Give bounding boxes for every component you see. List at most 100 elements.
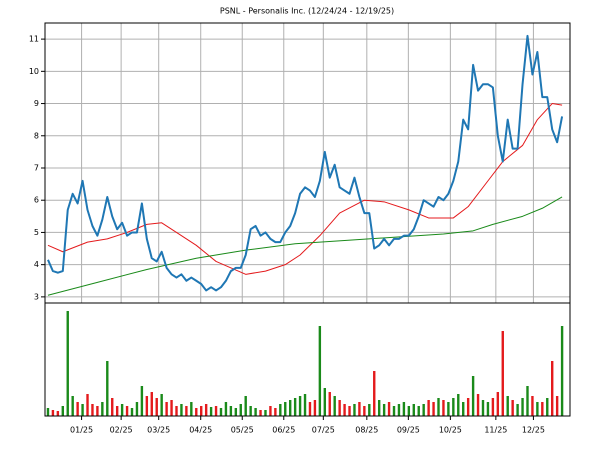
volume-bar — [61, 406, 64, 416]
y-tick-label: 10 — [29, 67, 39, 76]
volume-bar — [382, 404, 386, 416]
volume-bar — [466, 398, 470, 416]
volume-bar — [234, 408, 238, 416]
volume-bar — [531, 396, 534, 416]
volume-bar — [486, 402, 490, 416]
price-line — [47, 34, 564, 292]
y-tick-label: 9 — [34, 99, 39, 108]
volume-bar — [51, 410, 55, 416]
volume-bar — [71, 396, 74, 416]
volume-bar — [555, 396, 559, 416]
volume-bar — [397, 404, 401, 416]
x-tick-label: 04/25 — [189, 426, 212, 435]
volume-bar — [145, 396, 149, 416]
volume-bar — [303, 394, 307, 416]
x-tick-label: 08/25 — [355, 426, 378, 435]
volume-bar — [427, 400, 430, 416]
volume-bar — [200, 406, 203, 416]
volume-bar — [224, 402, 228, 416]
volume-bar — [318, 326, 322, 416]
volume-bar — [412, 404, 415, 416]
volume-bar — [46, 408, 50, 416]
volume-bar — [373, 371, 376, 416]
volume-bar — [269, 406, 272, 416]
volume-bar — [338, 400, 341, 416]
x-tick-label: 11/25 — [484, 426, 507, 435]
volume-bar — [313, 400, 317, 416]
volume-bar — [180, 404, 183, 416]
volume-bar — [521, 398, 524, 416]
volume-bar — [417, 406, 420, 416]
volume-bar — [214, 406, 218, 416]
volume-bar — [111, 398, 114, 416]
volume-bar — [284, 402, 287, 416]
volume-bar — [308, 402, 312, 416]
volume-bar — [491, 398, 495, 416]
volume-bar — [298, 396, 302, 416]
volume-bar — [288, 400, 292, 416]
volume-bar — [377, 400, 381, 416]
chart-title: PSNL - Personalis Inc. (12/24/24 - 12/19… — [220, 7, 394, 16]
y-tick-label: 11 — [29, 35, 39, 44]
volume-bar — [140, 386, 144, 416]
x-tick-label: 12/25 — [522, 426, 545, 435]
volume-bar — [66, 311, 69, 416]
volume-bar — [506, 396, 509, 416]
volume-bar — [363, 406, 366, 416]
volume-bar — [358, 402, 361, 416]
volume-bar — [392, 406, 396, 416]
volume-bar — [501, 331, 504, 416]
volume-bar — [560, 326, 564, 416]
volume-bar — [437, 398, 440, 416]
volume-bar — [204, 404, 208, 416]
volume-bar — [323, 388, 327, 416]
y-tick-label: 6 — [34, 196, 39, 205]
volume-bar — [56, 411, 60, 416]
volume-bar — [259, 410, 262, 416]
volume-bar — [481, 400, 485, 416]
y-tick-label: 3 — [34, 292, 39, 301]
volume-bar — [120, 404, 124, 416]
volume-bar — [101, 402, 104, 416]
volume-bar — [541, 402, 544, 416]
volume-bar — [160, 394, 163, 416]
volume-bar — [249, 406, 252, 416]
volume-bar — [368, 404, 371, 416]
volume-bar — [190, 402, 193, 416]
volume-bar — [125, 406, 129, 416]
volume-bar — [551, 361, 554, 416]
volume-bar — [328, 392, 331, 416]
price-panel — [44, 22, 571, 304]
volume-bar — [402, 402, 406, 416]
volume-bar — [165, 402, 168, 416]
volume-bar — [115, 406, 119, 416]
volume-bar — [353, 404, 356, 416]
volume-bar — [546, 398, 549, 416]
volume-bar — [170, 400, 173, 416]
volume-bar — [185, 406, 188, 416]
volume-bar — [244, 396, 247, 416]
volume-bar — [81, 404, 84, 416]
volume-bar — [91, 404, 94, 416]
volume-bar — [130, 408, 134, 416]
volume-bar — [264, 410, 267, 416]
volume-bar — [155, 398, 158, 416]
volume-bar — [422, 404, 425, 416]
volume-bar — [348, 406, 351, 416]
volume-bar — [135, 402, 139, 416]
volume-bar — [452, 398, 455, 416]
volume-bar — [274, 408, 277, 416]
volume-bar — [254, 408, 257, 416]
volume-bar — [457, 394, 460, 416]
x-tick-label: 10/25 — [439, 426, 462, 435]
volume-bar — [526, 386, 529, 416]
y-tick-label: 4 — [34, 260, 39, 269]
volume-bar — [279, 404, 282, 416]
volume-bar — [471, 376, 475, 416]
volume-bar — [516, 404, 519, 416]
volume-bar — [462, 402, 465, 416]
x-tick-label: 03/25 — [147, 426, 170, 435]
x-tick-label: 01/25 — [70, 426, 93, 435]
volume-bar — [219, 408, 223, 416]
y-tick-label: 8 — [34, 131, 39, 140]
